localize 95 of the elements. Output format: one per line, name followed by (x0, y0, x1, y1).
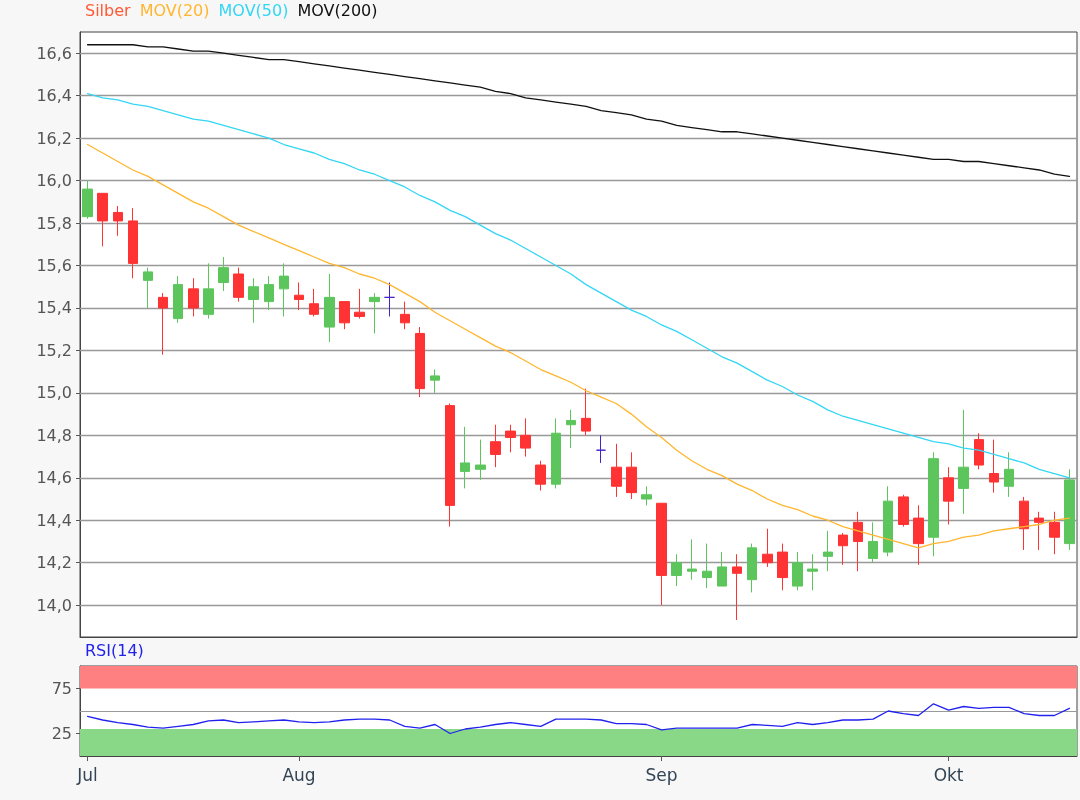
candlestick (188, 277, 199, 317)
candlestick (838, 532, 848, 566)
y-tick-label: 14,8 (36, 425, 72, 445)
x-tick-label: Aug (282, 764, 316, 785)
candlestick (853, 511, 863, 572)
y-tick-label: 14,6 (36, 468, 72, 488)
candlestick (248, 277, 259, 324)
line-series (86, 703, 1071, 735)
x-tick-label: Sep (645, 764, 678, 785)
candlestick (928, 451, 939, 557)
line-series (86, 44, 1071, 177)
candlestick (1049, 511, 1060, 555)
candlestick (400, 301, 410, 330)
candlestick (1019, 496, 1029, 551)
candlestick (490, 424, 501, 468)
candlestick (143, 267, 153, 309)
candlestick (128, 207, 138, 279)
candlestick (581, 388, 591, 436)
x-tick-label: Okt (933, 764, 964, 785)
candlestick (596, 434, 606, 464)
y-tick-label: 16,4 (36, 86, 72, 106)
line-series (86, 143, 1071, 549)
text: MOV(20) (139, 0, 210, 20)
candlestick (717, 551, 727, 587)
candlestick (777, 543, 788, 591)
y-tick-label: 15,0 (36, 383, 72, 403)
candlestick (671, 553, 682, 587)
y-tick-label: 16,6 (36, 43, 72, 63)
candlestick (279, 262, 289, 317)
line-series (86, 92, 1071, 479)
y-tick-label: 16,2 (36, 128, 72, 148)
candlestick (535, 460, 546, 492)
y-tick-label: 15,6 (36, 256, 72, 276)
candlestick (626, 451, 637, 500)
candlestick (1064, 468, 1075, 551)
y-tick-label: 15,2 (36, 340, 72, 360)
candlestick (702, 543, 712, 589)
candlestick (913, 504, 924, 566)
candlestick (732, 553, 742, 621)
candlestick (974, 432, 984, 470)
candlestick (82, 180, 93, 220)
text: MOV(200) (297, 0, 378, 20)
candlestick (203, 262, 214, 320)
candlestick (823, 530, 833, 572)
y-tick-label: 15,8 (36, 213, 72, 233)
candlestick (339, 301, 350, 330)
candlestick (384, 281, 395, 317)
candlestick (113, 205, 123, 237)
y-tick-label: 15,4 (36, 298, 72, 318)
candlestick (233, 267, 244, 303)
text: RSI(14) (85, 640, 144, 660)
candlestick (158, 292, 168, 356)
candlestick (566, 409, 576, 449)
candlestick (807, 553, 818, 591)
candlestick (505, 424, 516, 453)
y-tick-label: 25 (51, 724, 72, 743)
candlestick (173, 275, 183, 324)
candlestick (309, 288, 319, 317)
candlestick (762, 528, 773, 568)
candlestick (747, 543, 757, 593)
candlestick (792, 551, 803, 591)
candlestick (1004, 451, 1014, 498)
candlestick (430, 369, 440, 394)
candlestick (1034, 511, 1044, 551)
candlestick (883, 485, 893, 557)
candlestick (218, 256, 229, 292)
candlestick (324, 273, 335, 343)
y-tick-label: 75 (51, 679, 72, 698)
candlestick (460, 426, 470, 489)
candlestick (294, 281, 304, 311)
candlestick (898, 494, 909, 528)
text: Silber (85, 0, 132, 20)
candlestick (687, 538, 697, 581)
candlestick (97, 192, 108, 247)
candlestick (369, 292, 380, 334)
candlestick (264, 275, 274, 311)
candlestick (656, 502, 667, 606)
y-tick-label: 14,4 (36, 510, 72, 530)
y-tick-label: 14,0 (36, 595, 72, 615)
candlestick (989, 439, 999, 494)
candlestick (445, 402, 455, 528)
candlestick (520, 417, 531, 458)
text: MOV(50) (218, 0, 289, 20)
candlestick (943, 466, 954, 525)
candlestick (611, 443, 622, 498)
candlestick (958, 409, 969, 515)
candlestick (354, 288, 365, 320)
y-tick-label: 16,0 (36, 171, 72, 191)
candlestick (641, 485, 652, 506)
candlestick (551, 417, 561, 489)
candlestick (475, 439, 486, 481)
y-tick-label: 14,2 (36, 553, 72, 573)
candlestick (868, 521, 878, 564)
candlestick (415, 326, 425, 398)
x-tick-label: Jul (76, 764, 98, 785)
